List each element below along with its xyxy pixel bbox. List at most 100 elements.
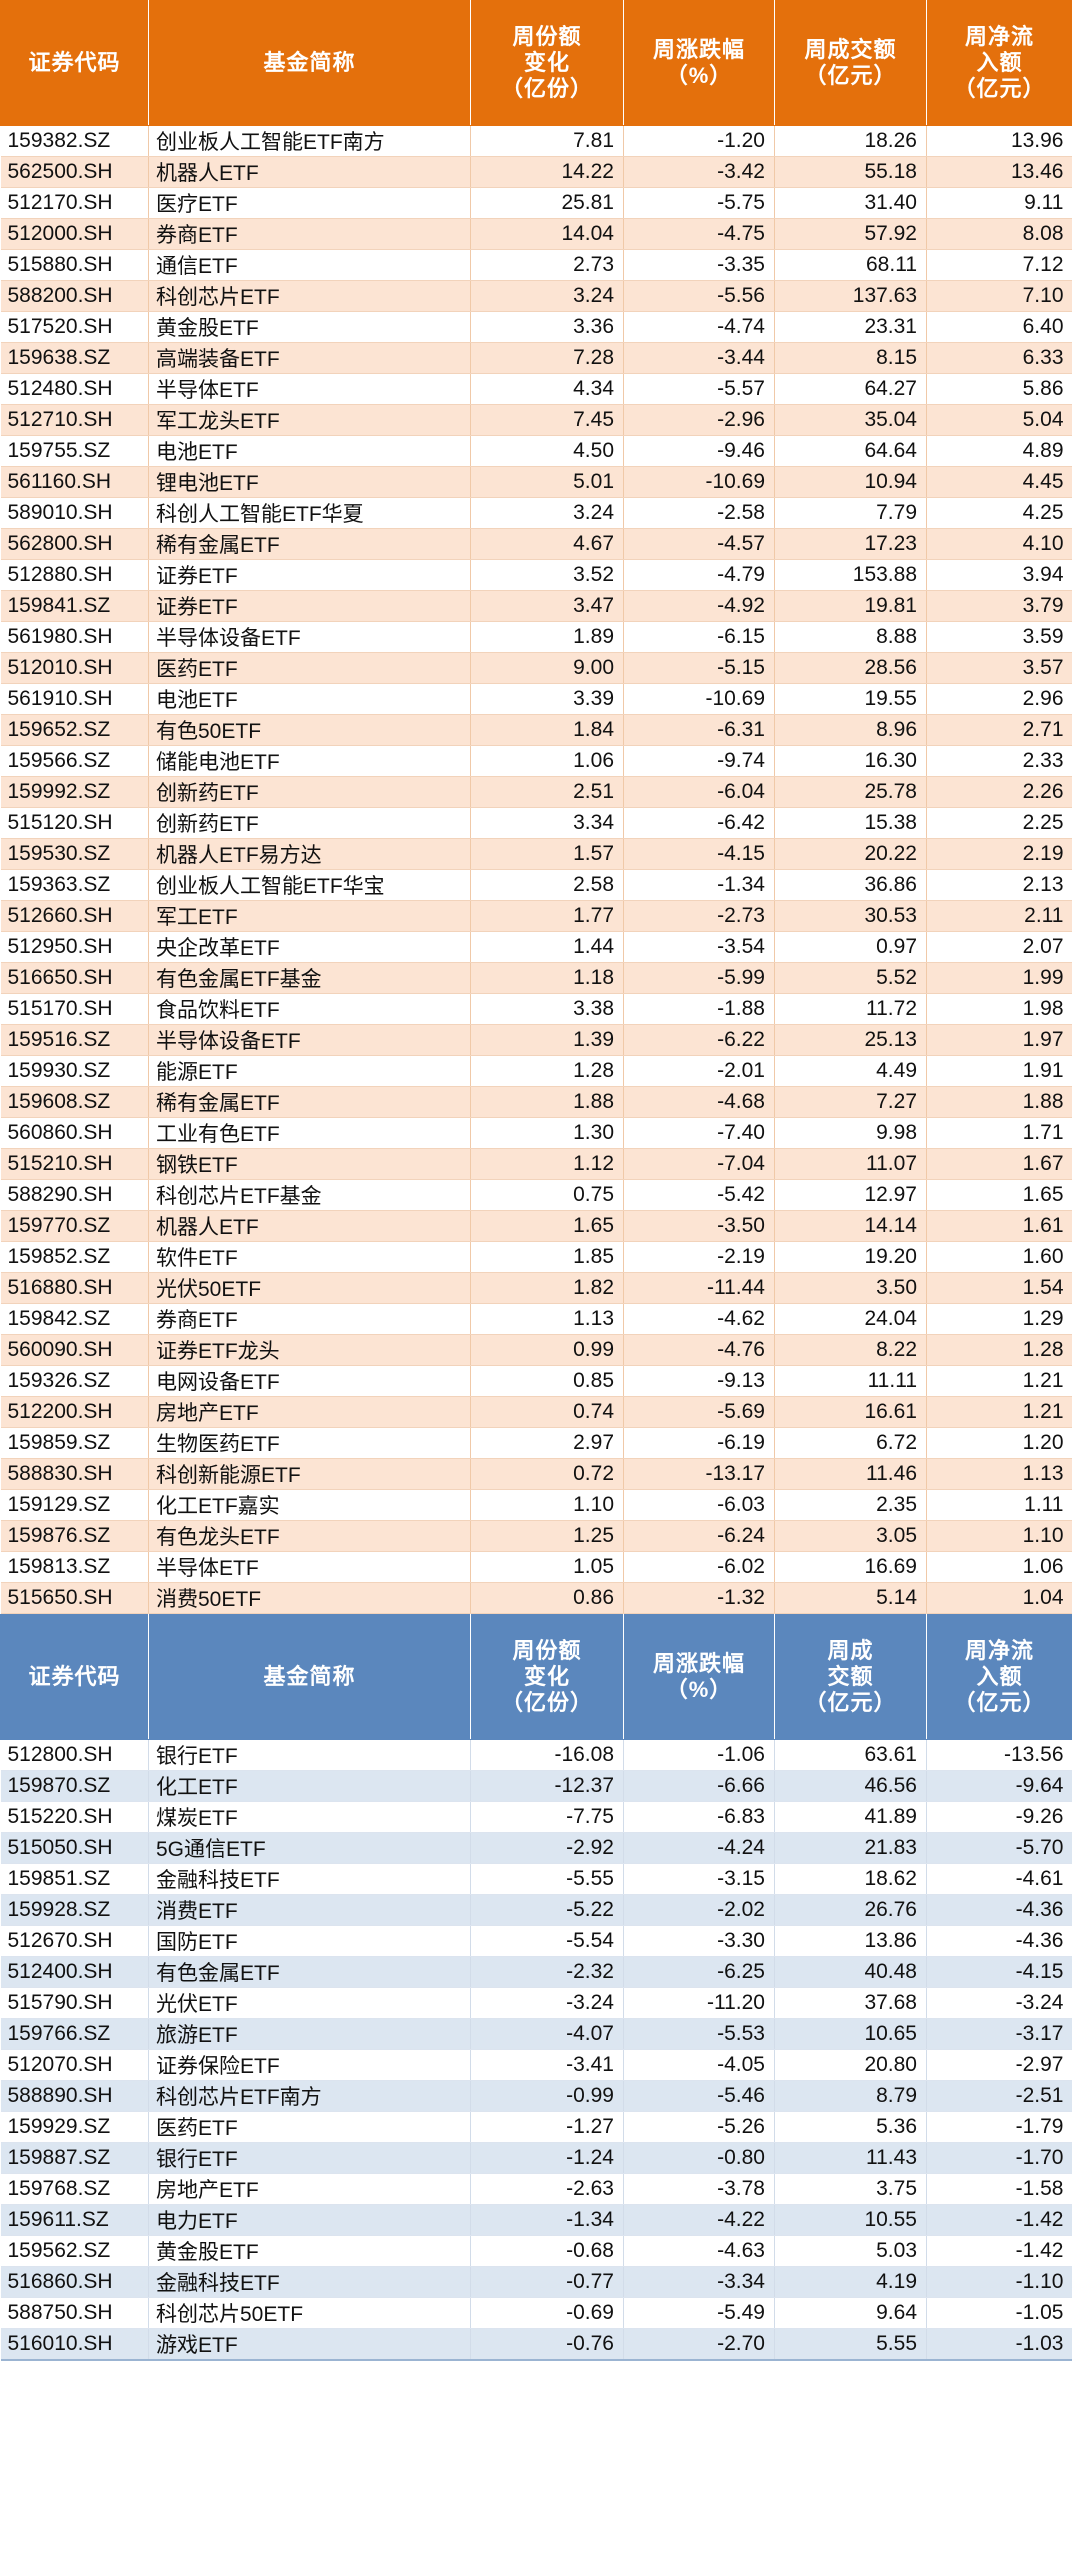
cell-share-change: -3.24 — [470, 1987, 624, 2019]
cell-share-change: 2.73 — [470, 249, 624, 281]
table-row: 515120.SH 创新药ETF 3.34 -6.42 15.38 2.25 — [0, 807, 1072, 839]
cell-share-change: 1.57 — [470, 838, 624, 870]
cell-fund-name: 软件ETF — [148, 1241, 471, 1273]
cell-fund-name: 机器人ETF — [148, 1210, 471, 1242]
cell-security-code: 159859.SZ — [0, 1427, 149, 1459]
cell-turnover: 5.14 — [774, 1582, 927, 1614]
cell-turnover: 5.03 — [774, 2235, 927, 2267]
cell-net-inflow: -2.97 — [926, 2049, 1072, 2081]
cell-share-change: 4.50 — [470, 435, 624, 467]
cell-security-code: 159870.SZ — [0, 1770, 149, 1802]
turnover-unit: （亿元） — [804, 1689, 897, 1715]
cell-security-code: 512000.SH — [0, 218, 149, 250]
cell-net-inflow: 3.79 — [926, 590, 1072, 622]
cell-share-change: 3.24 — [470, 280, 624, 312]
cell-security-code: 515120.SH — [0, 807, 149, 839]
cell-net-inflow: 1.67 — [926, 1148, 1072, 1180]
cell-turnover: 5.52 — [774, 962, 927, 994]
cell-turnover: 18.26 — [774, 125, 927, 157]
cell-net-inflow: 4.10 — [926, 528, 1072, 560]
cell-fund-name: 电池ETF — [148, 435, 471, 467]
table-row: 159768.SZ 房地产ETF -2.63 -3.78 3.75 -1.58 — [0, 2173, 1072, 2205]
table-row: 159566.SZ 储能电池ETF 1.06 -9.74 16.30 2.33 — [0, 745, 1072, 777]
cell-turnover: 10.94 — [774, 466, 927, 498]
cell-security-code: 560860.SH — [0, 1117, 149, 1149]
table-row: 159851.SZ 金融科技ETF -5.55 -3.15 18.62 -4.61 — [0, 1863, 1072, 1895]
cell-net-inflow: -5.70 — [926, 1832, 1072, 1864]
cell-week-change: -4.92 — [623, 590, 775, 622]
cell-fund-name: 军工龙头ETF — [148, 404, 471, 436]
cell-share-change: 0.75 — [470, 1179, 624, 1211]
cell-fund-name: 金融科技ETF — [148, 2266, 471, 2298]
cell-turnover: 3.50 — [774, 1272, 927, 1304]
cell-security-code: 561980.SH — [0, 621, 149, 653]
cell-net-inflow: -1.10 — [926, 2266, 1072, 2298]
table-row: 561910.SH 电池ETF 3.39 -10.69 19.55 2.96 — [0, 683, 1072, 715]
table-row: 159929.SZ 医药ETF -1.27 -5.26 5.36 -1.79 — [0, 2111, 1072, 2143]
cell-share-change: 1.30 — [470, 1117, 624, 1149]
table-row: 159928.SZ 消费ETF -5.22 -2.02 26.76 -4.36 — [0, 1894, 1072, 1926]
table-row: 588290.SH 科创芯片ETF基金 0.75 -5.42 12.97 1.65 — [0, 1179, 1072, 1211]
cell-turnover: 16.69 — [774, 1551, 927, 1583]
cell-net-inflow: 1.99 — [926, 962, 1072, 994]
table-row: 159770.SZ 机器人ETF 1.65 -3.50 14.14 1.61 — [0, 1210, 1072, 1242]
cell-security-code: 512200.SH — [0, 1396, 149, 1428]
cell-security-code: 159755.SZ — [0, 435, 149, 467]
cell-net-inflow: -4.36 — [926, 1894, 1072, 1926]
cell-week-change: -5.99 — [623, 962, 775, 994]
cell-net-inflow: 5.86 — [926, 373, 1072, 405]
cell-fund-name: 煤炭ETF — [148, 1801, 471, 1833]
cell-fund-name: 消费50ETF — [148, 1582, 471, 1614]
cell-week-change: -4.22 — [623, 2204, 775, 2236]
cell-week-change: -2.19 — [623, 1241, 775, 1273]
cell-fund-name: 央企改革ETF — [148, 931, 471, 963]
cell-turnover: 7.79 — [774, 497, 927, 529]
cell-net-inflow: 1.65 — [926, 1179, 1072, 1211]
table-row: 561160.SH 锂电池ETF 5.01 -10.69 10.94 4.45 — [0, 466, 1072, 498]
cell-week-change: -3.42 — [623, 156, 775, 188]
cell-net-inflow: 7.12 — [926, 249, 1072, 281]
table-row: 159129.SZ 化工ETF嘉实 1.10 -6.03 2.35 1.11 — [0, 1489, 1072, 1521]
cell-turnover: 64.64 — [774, 435, 927, 467]
cell-net-inflow: 7.10 — [926, 280, 1072, 312]
column-header-turnover: 周成交额 （亿元） — [774, 0, 927, 126]
cell-week-change: -4.05 — [623, 2049, 775, 2081]
cell-share-change: -0.68 — [470, 2235, 624, 2267]
cell-net-inflow: -2.51 — [926, 2080, 1072, 2112]
table-row: 512000.SH 券商ETF 14.04 -4.75 57.92 8.08 — [0, 218, 1072, 250]
cell-share-change: -2.63 — [470, 2173, 624, 2205]
cell-security-code: 588200.SH — [0, 280, 149, 312]
column-header-fund-name: 基金简称 — [148, 0, 471, 126]
cell-turnover: 11.11 — [774, 1365, 927, 1397]
cell-fund-name: 证券保险ETF — [148, 2049, 471, 2081]
cell-security-code: 562800.SH — [0, 528, 149, 560]
cell-net-inflow: 2.19 — [926, 838, 1072, 870]
cell-share-change: -5.55 — [470, 1863, 624, 1895]
cell-fund-name: 创新药ETF — [148, 807, 471, 839]
cell-share-change: -0.76 — [470, 2328, 624, 2361]
cell-fund-name: 金融科技ETF — [148, 1863, 471, 1895]
cell-turnover: 5.55 — [774, 2328, 927, 2361]
table-row: 159992.SZ 创新药ETF 2.51 -6.04 25.78 2.26 — [0, 776, 1072, 808]
cell-net-inflow: 1.91 — [926, 1055, 1072, 1087]
cell-share-change: 3.38 — [470, 993, 624, 1025]
column-header-net-inflow: 周净流 入额 （亿元） — [926, 0, 1072, 126]
cell-week-change: -4.57 — [623, 528, 775, 560]
cell-turnover: 8.96 — [774, 714, 927, 746]
table-row: 512170.SH 医疗ETF 25.81 -5.75 31.40 9.11 — [0, 187, 1072, 219]
cell-week-change: -5.75 — [623, 187, 775, 219]
cell-net-inflow: 2.71 — [926, 714, 1072, 746]
cell-turnover: 40.48 — [774, 1956, 927, 1988]
etf-fund-flow-sheet: 证券代码 基金简称 周份额 变化 （亿份） 周涨跌幅 （%） 周成交额 （亿元）… — [0, 0, 1072, 2361]
cell-turnover: 11.46 — [774, 1458, 927, 1490]
cell-security-code: 159928.SZ — [0, 1894, 149, 1926]
cell-fund-name: 稀有金属ETF — [148, 1086, 471, 1118]
cell-share-change: -0.69 — [470, 2297, 624, 2329]
table-row: 512950.SH 央企改革ETF 1.44 -3.54 0.97 2.07 — [0, 931, 1072, 963]
table-row: 512880.SH 证券ETF 3.52 -4.79 153.88 3.94 — [0, 559, 1072, 591]
cell-security-code: 512400.SH — [0, 1956, 149, 1988]
cell-fund-name: 科创人工智能ETF华夏 — [148, 497, 471, 529]
table-row: 516880.SH 光伏50ETF 1.82 -11.44 3.50 1.54 — [0, 1272, 1072, 1304]
cell-security-code: 516880.SH — [0, 1272, 149, 1304]
table-row: 159842.SZ 券商ETF 1.13 -4.62 24.04 1.29 — [0, 1303, 1072, 1335]
